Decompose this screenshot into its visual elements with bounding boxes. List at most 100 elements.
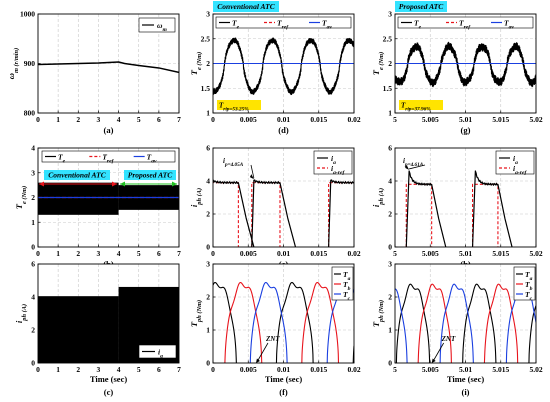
x-tick-label: 1: [56, 115, 60, 124]
legend-entry: Tav: [147, 152, 157, 164]
series-ta: [395, 283, 536, 363]
y-tick-label: 2: [206, 293, 210, 302]
proposed-tag: Proposed ATC: [128, 171, 174, 180]
y-tick-label: 2: [388, 293, 392, 302]
x-tick-label: 5.02: [529, 115, 542, 124]
ripple-note: Trip=53.25%: [219, 102, 249, 113]
x-tick-label: 7: [177, 249, 181, 258]
legend-current: ia: [138, 344, 177, 360]
y-tick-label: 0: [388, 359, 392, 368]
legend-box: [138, 344, 177, 359]
y-tick-label: 1: [206, 326, 210, 335]
y-tick-label: 4: [31, 293, 35, 302]
y-axis-label: Tph (Nm): [371, 300, 385, 327]
legend-entry: ia-ref: [513, 164, 527, 176]
y-axis-label: Te (Nm): [14, 186, 28, 209]
title-box: [395, 1, 447, 12]
x-tick-label: 5: [137, 249, 141, 258]
znt-note: ZNT: [441, 335, 456, 343]
series-ia: [213, 179, 255, 247]
legend-torque: Te Tref Tav: [215, 16, 352, 30]
legend-entry: Tav: [322, 18, 332, 30]
x-tick-label: 4: [117, 249, 121, 258]
panel-label: (g): [461, 125, 471, 135]
x-tick-label: 4: [117, 365, 121, 374]
legend-torque: Te Tref Tav: [41, 150, 176, 164]
conventional-arrowhead: [112, 181, 117, 187]
x-axis-label: Time (sec): [265, 374, 303, 384]
panel-i: 5 5.005 5.01 5.015 5.02 0 1 2 3 Tph (Nm) Time (sec…: [371, 260, 543, 397]
axes-frame: [212, 13, 355, 114]
legend-entry: Tref: [459, 18, 471, 30]
y-tick-label: 0: [31, 243, 35, 252]
legend-entry: Tb: [343, 280, 351, 292]
legend-entry: Tref: [102, 152, 114, 164]
y-tick-label: 1: [388, 326, 392, 335]
x-axis-label: Time (sec): [90, 374, 128, 384]
x-tick-label: 2: [76, 249, 80, 258]
x-tick-label: 5: [137, 365, 141, 374]
x-tick-label: 0: [36, 249, 40, 258]
legend-entry: Tb: [525, 280, 533, 292]
y-tick-label: 0: [206, 359, 210, 368]
panel-a: 0 1 2 3 4 5 6 7 800 900 1000 ωm (r/min) (a) ωm: [6, 10, 181, 135]
panel-label: (d): [278, 125, 289, 135]
series-te: [213, 37, 354, 96]
x-tick-label: 2: [76, 365, 80, 374]
panel-f: 0 0.005 0.01 0.015 0.02 0 1 2 3 Tph (Nm) Time (sec…: [189, 260, 361, 397]
x-tick-label: 1: [56, 249, 60, 258]
znt-arrowhead: [431, 358, 436, 363]
x-tick-label: 0.02: [347, 115, 360, 124]
panel-label: (f): [279, 387, 288, 397]
x-tick-label: 3: [97, 365, 101, 374]
x-tick-label: 5.01: [459, 115, 472, 124]
legend-entry: Te: [414, 18, 422, 30]
peak-note: ip=4.05A: [223, 157, 244, 168]
x-tick-label: 5.005: [422, 249, 439, 258]
y-tick-label: 1.5: [201, 84, 211, 93]
x-tick-label: 5.015: [492, 115, 509, 124]
y-axis-label: Te (Nm): [189, 52, 203, 75]
legend-entry: ωm: [157, 21, 167, 33]
y-tick-label: 800: [24, 109, 36, 118]
x-tick-label: 0.02: [347, 365, 360, 374]
plot-content: [38, 61, 179, 74]
x-tick-label: 7: [177, 115, 181, 124]
legend-entry: Tref: [277, 18, 289, 30]
ripple-box: [399, 100, 443, 110]
y-tick-label: 6: [31, 260, 35, 269]
x-tick-label: 4: [117, 115, 121, 124]
y-tick-label: 2: [388, 210, 392, 219]
x-tick-label: 0.02: [347, 249, 360, 258]
x-tick-label: 0.015: [310, 115, 327, 124]
y-tick-label: 2: [206, 59, 210, 68]
x-tick-label: 5.005: [422, 115, 439, 124]
proposed-arrowhead: [172, 181, 177, 187]
y-tick-label: 2.5: [383, 34, 393, 43]
y-tick-label: 0: [206, 243, 210, 252]
axes-frame: [37, 13, 180, 114]
series-tc: [395, 283, 536, 363]
y-tick-label: 3: [31, 168, 35, 177]
series-ia-ref: [328, 182, 354, 247]
series-current-band: [38, 296, 119, 363]
proposed-tag-box: [124, 170, 176, 180]
x-tick-label: 6: [157, 365, 161, 374]
series-ta: [213, 281, 354, 363]
plot-content: [395, 41, 536, 88]
y-tick-label: 3: [388, 260, 392, 269]
panel-c: 0 1 2 3 4 5 6 7 0 2 4 6 iph (A) Time (sec) (c) ia: [14, 260, 181, 397]
x-tick-label: 0: [36, 365, 40, 374]
conventional-tag: Conventional ATC: [48, 171, 106, 180]
plot-content: [395, 283, 536, 363]
x-tick-label: 6: [157, 115, 161, 124]
legend-entry: Tav: [504, 18, 514, 30]
ripple-box: [217, 100, 261, 110]
znt-arrow: [432, 342, 445, 363]
legend-torque: Te Tref Tav: [397, 16, 534, 30]
axes-frame: [394, 263, 537, 364]
y-axis-label: iph (A): [189, 188, 203, 207]
y-tick-label: 3: [206, 10, 210, 19]
